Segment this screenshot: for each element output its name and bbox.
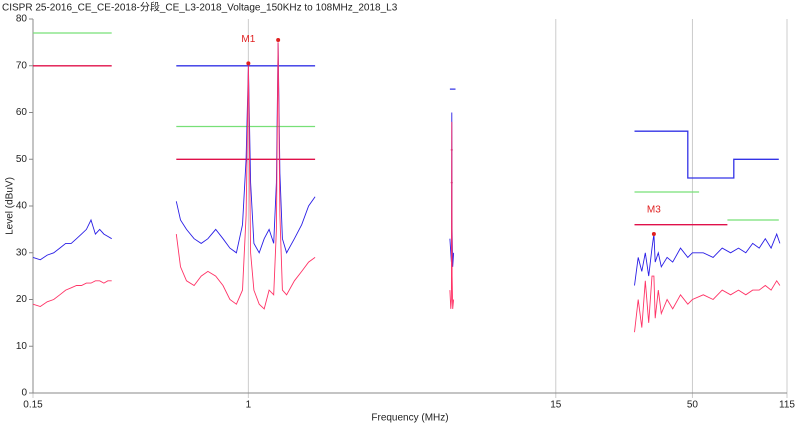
x-tick-label: 1 — [246, 400, 252, 411]
marker — [651, 232, 656, 237]
x-tick-label: 115 — [779, 400, 795, 411]
marker-label: M1 — [241, 34, 255, 45]
limit-line — [33, 32, 779, 221]
x-tick-label: 15 — [550, 400, 562, 411]
y-tick-label: 70 — [16, 60, 28, 71]
y-tick-label: 20 — [16, 294, 28, 305]
marker — [246, 61, 251, 66]
y-tick-label: 30 — [16, 247, 28, 258]
trace — [32, 42, 781, 286]
limit-line — [33, 65, 728, 226]
y-tick-label: 60 — [16, 107, 28, 118]
marker-label: M3 — [647, 205, 661, 216]
y-tick-label: 50 — [16, 154, 28, 165]
y-tick-label: 40 — [16, 201, 28, 212]
y-tick-label: 80 — [16, 14, 28, 25]
x-tick-label: 0.15 — [23, 400, 43, 411]
x-axis-title: Frequency (MHz) — [371, 413, 448, 424]
trace — [32, 42, 781, 333]
chart-title: CISPR 25-2016_CE_CE-2018-分段_CE_L3-2018_V… — [2, 1, 398, 14]
y-tick-label: 0 — [21, 388, 27, 399]
x-tick-label: 50 — [687, 400, 699, 411]
y-axis-title: Level (dBuV) — [5, 177, 16, 235]
marker — [276, 38, 281, 43]
limit-line — [176, 65, 779, 179]
y-tick-label: 10 — [16, 341, 28, 352]
